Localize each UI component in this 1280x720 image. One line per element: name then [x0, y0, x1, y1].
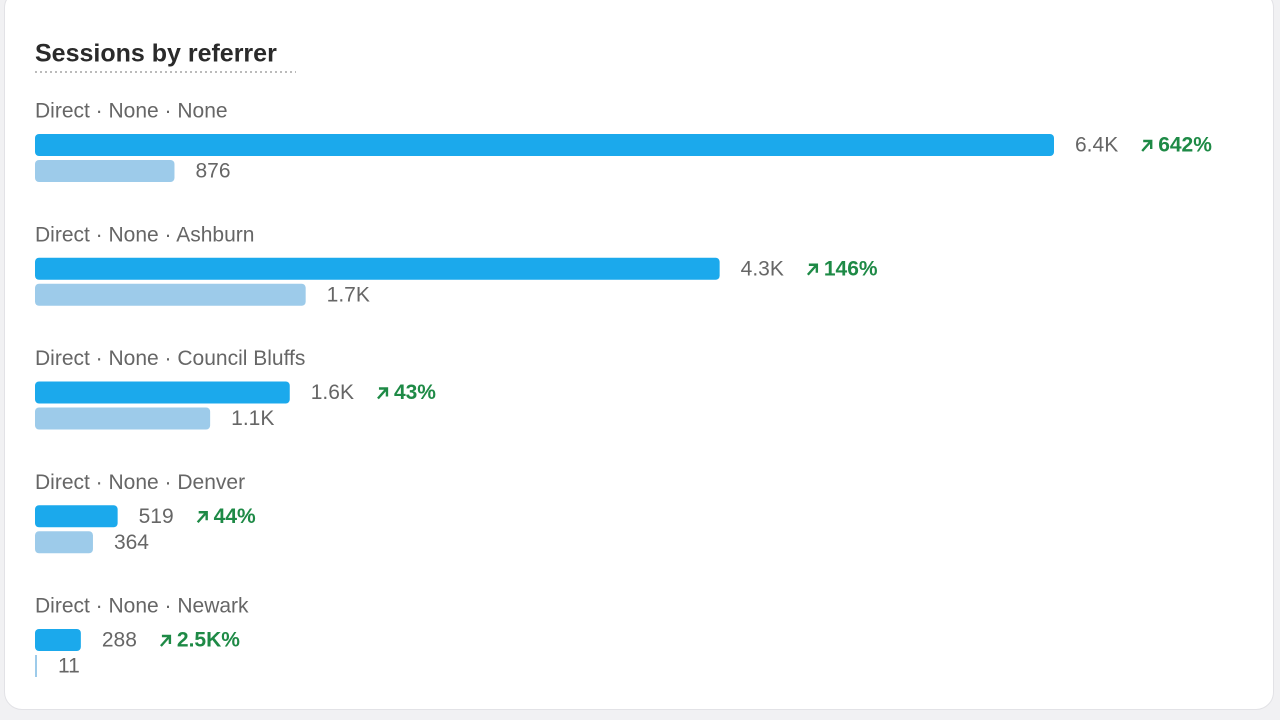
bar — [35, 531, 93, 554]
change-label: 2.5K% — [177, 629, 240, 652]
bar — [35, 381, 290, 404]
value-label: 11 — [58, 655, 80, 678]
value-label: 1.1K — [231, 407, 274, 430]
value-label: 876 — [195, 160, 230, 183]
bar — [35, 134, 1054, 156]
bar — [35, 505, 118, 528]
trend-arrow — [806, 263, 819, 276]
value-label: 6.4K — [1075, 134, 1118, 157]
bar — [35, 629, 81, 651]
chart-title: Sessions by referrer — [35, 40, 277, 68]
value-label: 4.3K — [741, 257, 784, 280]
trend-arrow — [196, 511, 208, 524]
category-label: Direct · None · Council Bluffs — [35, 347, 305, 370]
change-label: 146% — [824, 257, 878, 280]
value-label: 1.6K — [311, 381, 354, 404]
category-label: Direct · None · Ashburn — [35, 223, 254, 246]
category-label: Direct · None · Newark — [35, 595, 249, 618]
value-label: 288 — [102, 629, 137, 652]
category-label: Direct · None · None — [35, 100, 228, 123]
card — [4, 0, 1274, 710]
change-label: 642% — [1158, 134, 1212, 157]
bar — [35, 655, 37, 677]
bar — [35, 283, 306, 306]
bar — [35, 160, 175, 182]
value-label: 364 — [114, 531, 149, 554]
value-label: 1.7K — [327, 283, 370, 306]
bar — [35, 407, 211, 430]
category-label: Direct · None · Denver — [35, 471, 245, 494]
value-label: 519 — [139, 505, 174, 528]
trend-arrow — [160, 634, 172, 647]
change-label: 44% — [214, 505, 256, 528]
trend-arrow — [377, 387, 389, 400]
bar — [35, 257, 720, 280]
trend-arrow — [1141, 139, 1153, 152]
change-label: 43% — [394, 381, 436, 404]
